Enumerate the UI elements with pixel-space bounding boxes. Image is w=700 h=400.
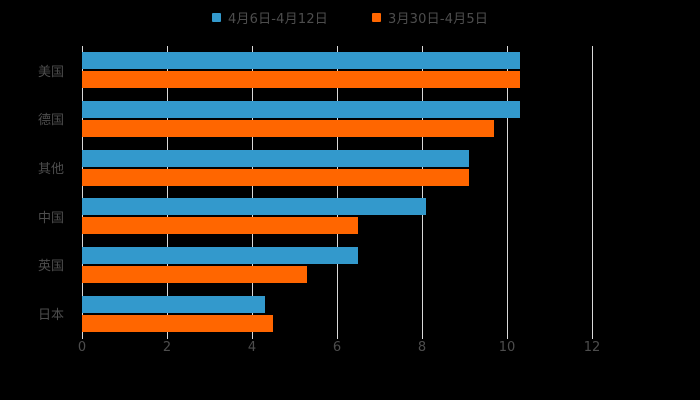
x-axis-tick [422,334,423,339]
x-axis-tick-label: 6 [332,340,342,355]
bar-group [82,192,592,241]
x-axis-tick-label: 0 [77,340,87,355]
bar[interactable] [82,119,495,137]
x-axis-tick-label: 10 [498,340,516,355]
y-axis-tick-label: 中国 [37,210,64,226]
gridline [592,46,593,338]
x-axis-tick [252,334,253,339]
gridline [167,46,168,338]
gridline [507,46,508,338]
x-axis-tick [82,334,83,339]
x-axis-tick [507,334,508,339]
y-axis-tick-label: 德国 [37,113,64,129]
gridline [422,46,423,338]
legend-label-series-2: 3月30日-4月5日 [388,12,489,27]
legend-swatch-icon-series-1 [211,13,221,22]
y-axis-tick-label: 日本 [37,308,64,324]
gridline [82,46,83,338]
legend-item-series-2[interactable]: 3月30日-4月5日 [372,8,488,27]
bar[interactable] [82,149,469,167]
bar-group [82,143,592,192]
gridline [252,46,253,338]
y-axis-tick-label: 英国 [37,259,64,275]
bar-group [82,46,592,95]
bar[interactable] [82,168,469,186]
bar[interactable] [82,71,520,89]
bar[interactable] [82,265,308,283]
gridline [337,46,338,338]
bar[interactable] [82,217,359,235]
bar[interactable] [82,295,265,313]
bar[interactable] [82,52,520,70]
bar-group [82,95,592,144]
y-axis-labels: 美国德国其他中国英国日本 [0,46,74,338]
x-axis-tick-label: 8 [417,340,427,355]
legend-swatch-icon-series-2 [372,13,381,22]
plot-area [82,46,593,338]
x-axis-tick [167,334,168,339]
bar-group [82,241,592,290]
bar-group [82,289,592,338]
bar[interactable] [82,100,520,118]
x-axis-tick-label: 12 [583,340,601,355]
y-axis-tick-label: 其他 [37,162,64,178]
bar-rows [82,46,592,338]
y-axis-tick-label: 美国 [37,64,64,80]
x-axis-tick-label: 4 [247,340,257,355]
legend-label-series-1: 4月6日-4月12日 [227,12,328,27]
x-axis-tick-label: 2 [162,340,172,355]
bar[interactable] [82,246,359,264]
chart-legend: 4月6日-4月12日 3月30日-4月5日 [0,8,700,27]
bar[interactable] [82,314,274,332]
bar[interactable] [82,198,427,216]
legend-item-series-1[interactable]: 4月6日-4月12日 [211,8,328,27]
x-axis-labels: 0 2 4 6 8 10 12 [78,334,600,360]
x-axis-tick [337,334,338,339]
x-axis-tick [592,334,593,339]
